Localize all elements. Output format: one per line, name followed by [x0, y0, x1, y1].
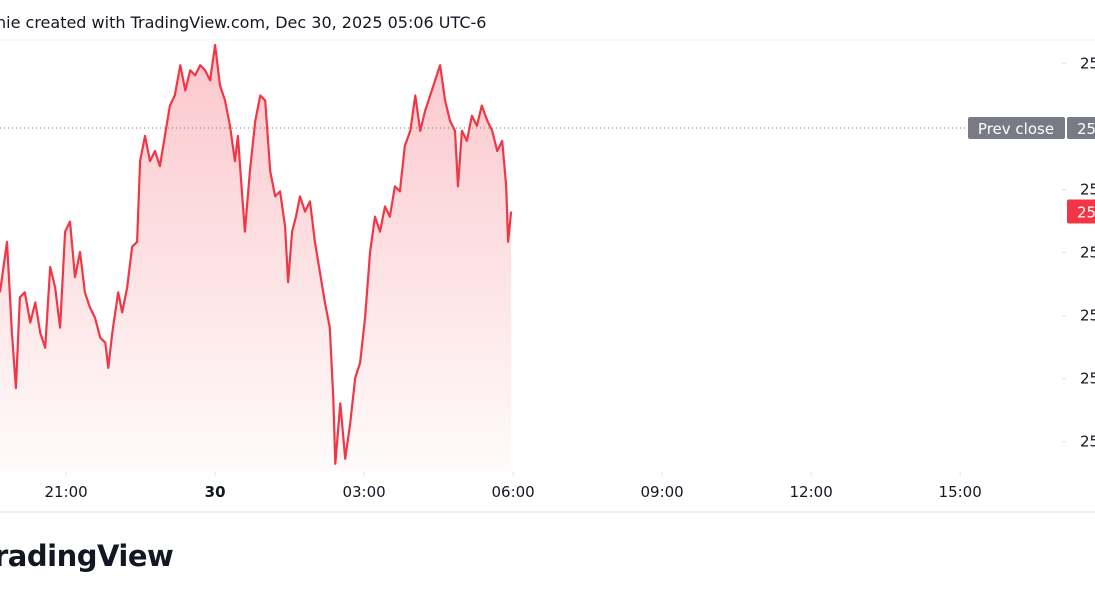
y-tick-label: 25	[1080, 307, 1095, 325]
area-fill	[0, 45, 512, 472]
y-tick-label: 25	[1080, 244, 1095, 262]
x-tick-label: 03:00	[342, 483, 385, 501]
prev-close-name: Prev close	[978, 120, 1054, 138]
y-tick-label: 25	[1080, 433, 1095, 451]
chart-title: nie created with TradingView.com, Dec 30…	[0, 13, 486, 32]
x-tick-label: 12:00	[790, 483, 833, 501]
y-tick-label: 25	[1080, 54, 1095, 72]
x-tick-label: 30	[205, 483, 226, 501]
prev-close-tag	[968, 116, 1065, 139]
y-tick-label: 25	[1080, 180, 1095, 198]
prev-close-value: 25	[1077, 120, 1095, 138]
last-price-label: 25	[1077, 204, 1095, 222]
prev-close-value-tag	[1067, 116, 1095, 139]
x-tick-label: 06:00	[491, 483, 534, 501]
brand-logo: radingView	[0, 539, 173, 573]
price-line	[0, 43, 513, 465]
x-tick-label: 09:00	[641, 483, 684, 501]
last-price-tag	[1067, 199, 1095, 224]
x-tick-label: 15:00	[939, 483, 982, 501]
x-tick-label: 21:00	[44, 483, 87, 501]
y-tick-label: 25	[1080, 370, 1095, 388]
